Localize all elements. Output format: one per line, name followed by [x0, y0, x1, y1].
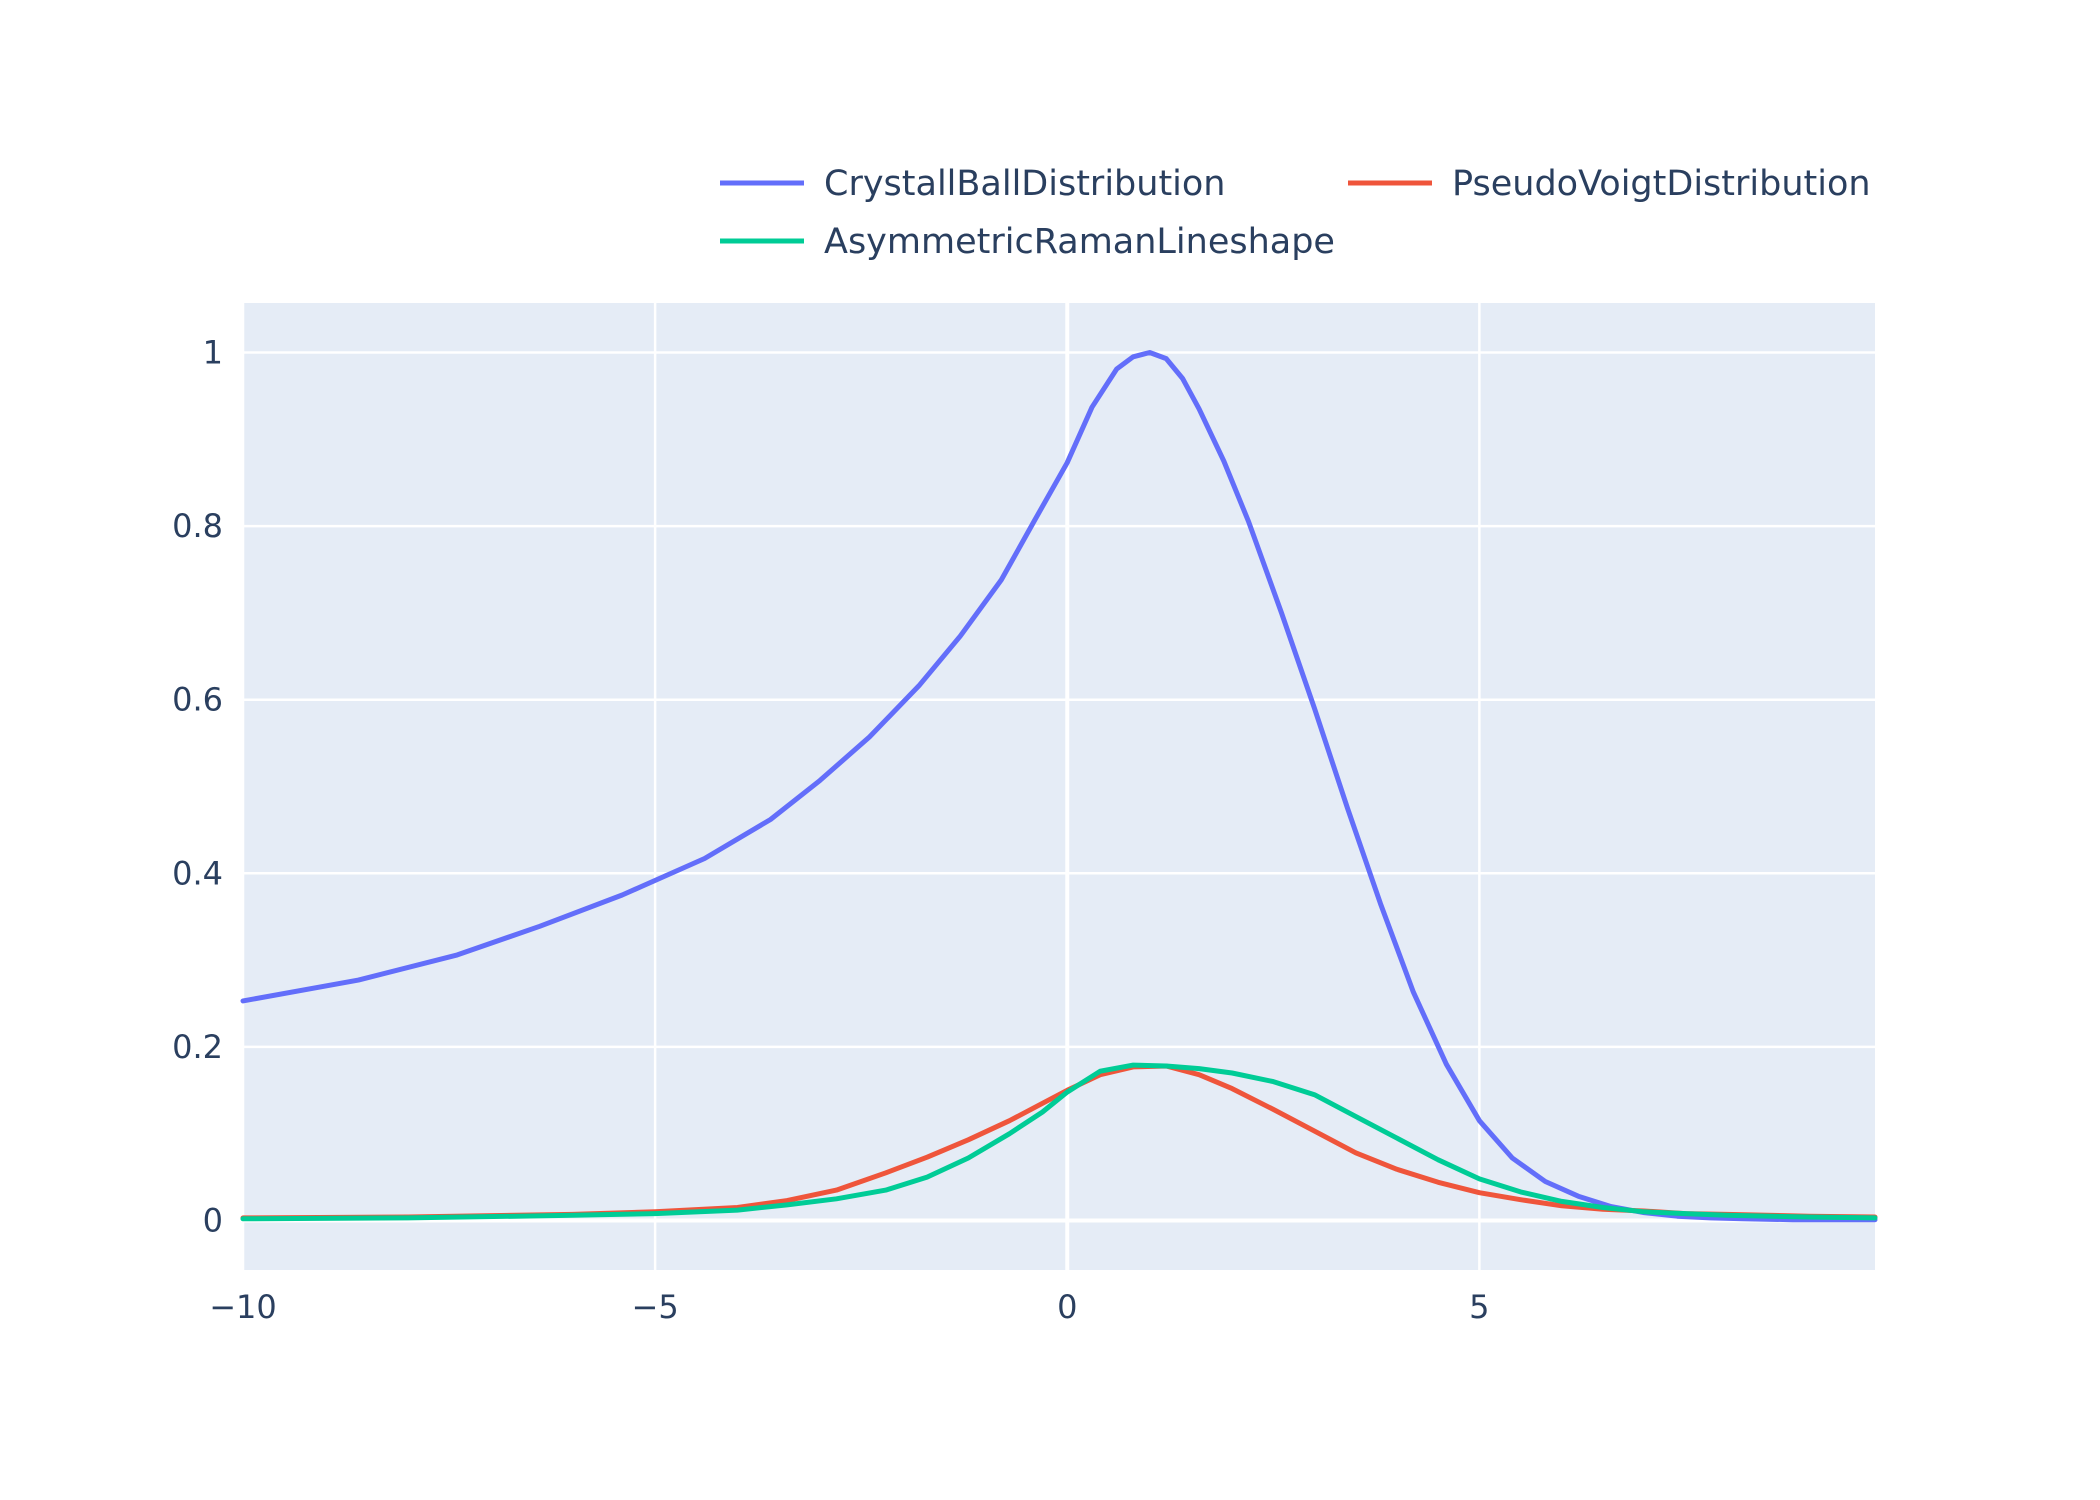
legend-label: CrystallBallDistribution [824, 164, 1226, 204]
series-lines [240, 350, 1878, 1223]
x-tick-label: 0 [1057, 1288, 1077, 1326]
y-tick-label: 0.6 [172, 681, 223, 719]
x-tick-label: 5 [1469, 1288, 1489, 1326]
y-tick-label: 0.8 [172, 507, 223, 545]
legend[interactable]: CrystallBallDistribution PseudoVoigtDistr… [720, 164, 1871, 262]
series-line-0 [240, 350, 1878, 1223]
legend-item-1[interactable]: PseudoVoigtDistribution [1348, 164, 1871, 204]
plot-background [243, 303, 1875, 1270]
y-tick-label: 0.4 [172, 854, 223, 892]
legend-item-2[interactable]: AsymmetricRamanLineshape [720, 222, 1335, 262]
y-tick-label: 1 [203, 333, 223, 371]
legend-label: PseudoVoigtDistribution [1452, 164, 1871, 204]
x-tick-label: −5 [632, 1288, 679, 1326]
legend-item-0[interactable]: CrystallBallDistribution [720, 164, 1226, 204]
y-tick-label: 0.2 [172, 1028, 223, 1066]
x-axis-tick-labels: −10 −5 0 5 [209, 1288, 1489, 1326]
series-line-2 [240, 1062, 1878, 1222]
y-axis-tick-labels: 0 0.2 0.4 0.6 0.8 1 [172, 333, 223, 1239]
legend-label: AsymmetricRamanLineshape [824, 222, 1335, 262]
y-tick-label: 0 [203, 1202, 223, 1240]
x-tick-label: −10 [209, 1288, 277, 1326]
